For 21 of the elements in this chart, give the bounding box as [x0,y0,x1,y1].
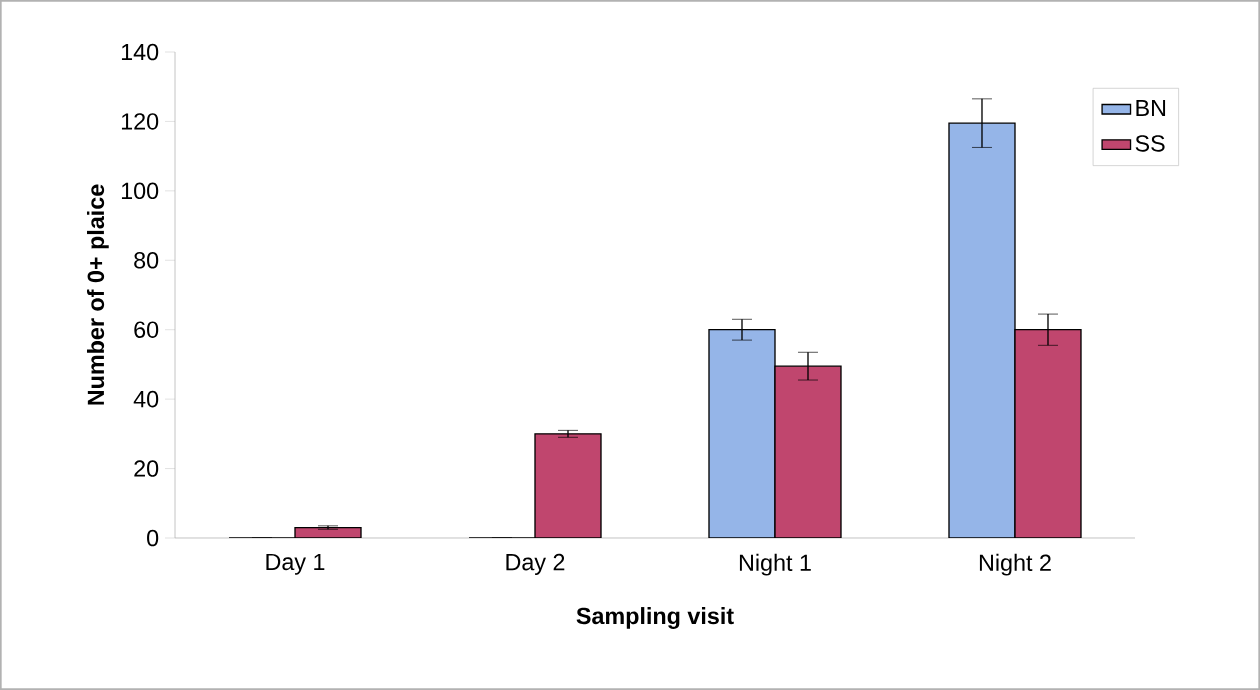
x-tick-label: Day 1 [266,553,325,575]
bar [948,122,1016,538]
x-axis-title: Sampling visit [576,607,734,629]
bar [774,365,842,538]
x-tick-label: Night 2 [979,553,1051,576]
legend-label: BN [1136,99,1166,117]
legend-label: SS [1135,135,1165,152]
y-tick-label: 20 [134,460,159,477]
y-tick-label: 60 [134,321,159,338]
y-tick-label: 40 [133,390,159,408]
y-tick-label: 140 [121,43,159,61]
bar [534,433,602,538]
y-tick-label: 120 [121,113,159,130]
y-tick-label: 80 [134,251,159,269]
x-tick-label: Night 1 [739,553,811,576]
y-axis-title: Number of 0+ plaice [86,184,109,405]
y-tick-label: 0 [147,529,159,547]
x-tick-label: Day 2 [506,553,565,576]
bar [708,329,776,538]
y-tick-label: 100 [121,182,159,200]
bar [1014,329,1082,538]
